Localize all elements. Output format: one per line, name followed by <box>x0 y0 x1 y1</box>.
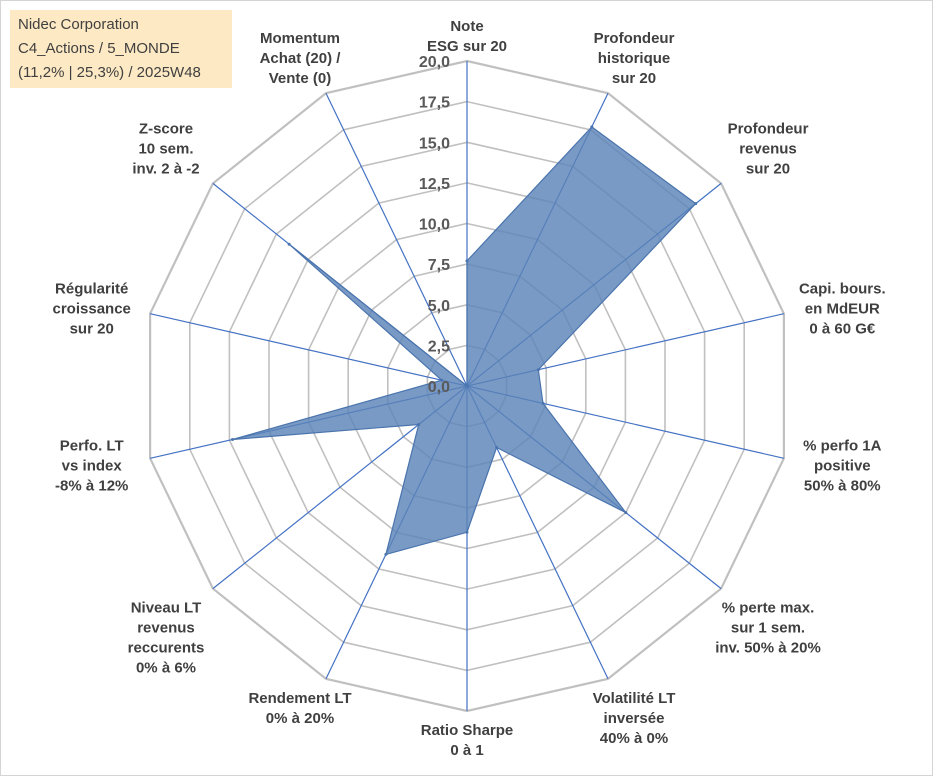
axis-label: % perte max. <box>722 600 815 617</box>
data-point <box>440 378 444 382</box>
performance-stats: (11,2% | 25,3%) / 2025W48 <box>18 64 201 81</box>
data-point <box>495 446 499 449</box>
axis-label: Capi. bours. <box>799 281 886 298</box>
radar-series <box>231 125 698 556</box>
tick-label: 20,0 <box>419 54 450 71</box>
axis-label: historique <box>598 50 671 67</box>
axis-label: 40% à 0% <box>600 730 668 747</box>
portfolio-name: C4_Actions / 5_MONDE <box>18 40 180 57</box>
axis-label: 0 à 1 <box>450 742 483 759</box>
axis-label: inv. 50% à 20% <box>715 640 821 657</box>
tick-label: 12,5 <box>419 176 450 193</box>
axis-label: Profondeur <box>728 120 809 137</box>
axis-label: Ratio Sharpe <box>421 722 514 739</box>
data-point <box>287 242 291 246</box>
axis-label: Achat (20) / <box>260 50 342 67</box>
axis-label: croissance <box>53 301 131 318</box>
tick-label: 7,5 <box>428 257 450 274</box>
axis-label: inversée <box>604 710 665 727</box>
data-point <box>694 202 698 206</box>
axis-label: Note <box>450 18 483 35</box>
axis-label: 0% à 6% <box>136 660 196 677</box>
tick-label: 0,0 <box>428 379 450 396</box>
axis-spoke <box>325 92 468 387</box>
data-point <box>384 552 388 556</box>
axis-label: Momentum <box>260 30 340 47</box>
data-point <box>536 368 540 372</box>
tick-label: 15,0 <box>419 135 450 152</box>
axis-label: sur 20 <box>70 321 114 338</box>
axis-label: -8% à 12% <box>55 478 128 495</box>
axis-label: 0 à 60 G€ <box>809 321 876 338</box>
axis-label: Z-score <box>139 120 193 137</box>
axis-label: vs index <box>62 458 123 475</box>
axis-label: Niveau LT <box>131 600 202 617</box>
series-area <box>232 126 697 556</box>
axis-label: 0% à 20% <box>266 710 334 727</box>
axis-label: inv. 2 à -2 <box>132 160 199 177</box>
axis-label: Volatilité LT <box>593 690 676 707</box>
axis-label: Profondeur <box>594 30 675 47</box>
axis-label: en MdEUR <box>805 301 880 318</box>
data-point <box>465 259 469 263</box>
axis-label: Vente (0) <box>269 70 332 87</box>
axis-spoke <box>149 313 468 387</box>
radar-axis-labels: Note ESG sur 20 Profondeur historique sur 20… <box>53 18 886 759</box>
axis-label: 10 sem. <box>138 140 193 157</box>
axis-label: Perfo. LT <box>60 438 124 455</box>
tick-label: 10,0 <box>419 217 450 234</box>
info-box: Nidec Corporation C4_Actions / 5_MONDE (… <box>10 10 232 88</box>
axis-label: Régularité <box>55 281 128 298</box>
radar-ticks: 0,0 2,5 5,0 7,5 10,0 12,5 15,0 17,5 20,0 <box>419 54 450 396</box>
axis-label: positive <box>814 458 871 475</box>
axis-label: reccurents <box>128 640 205 657</box>
data-point <box>417 423 421 426</box>
axis-label: sur 20 <box>746 160 790 177</box>
data-point <box>624 511 628 515</box>
tick-label: 2,5 <box>428 338 450 355</box>
axis-label: ESG sur 20 <box>427 38 507 55</box>
tick-label: 5,0 <box>428 298 450 315</box>
data-point <box>541 401 545 405</box>
data-point <box>231 438 234 441</box>
tick-label: 17,5 <box>419 95 450 112</box>
axis-label: % perfo 1A <box>803 438 882 455</box>
data-point <box>465 384 469 388</box>
axis-label: 50% à 80% <box>804 478 881 495</box>
company-name: Nidec Corporation <box>18 16 139 33</box>
axis-label: revenus <box>739 140 797 157</box>
data-point <box>590 125 594 129</box>
axis-label: Rendement LT <box>248 690 351 707</box>
axis-label: sur 1 sem. <box>731 620 805 637</box>
axis-label: sur 20 <box>612 70 656 87</box>
axis-label: revenus <box>137 620 195 637</box>
data-point <box>465 530 469 534</box>
